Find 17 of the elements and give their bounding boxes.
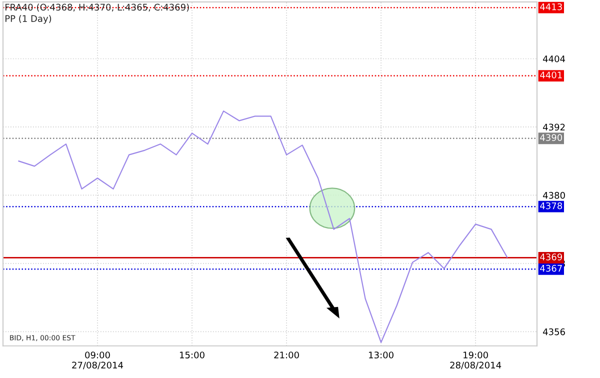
ref-line-label: 4390	[540, 134, 562, 141]
ref-line-label: 4367	[540, 264, 562, 272]
annotation: FRA40 (O:4368, H:4370, L:4365, C:4369)	[5, 4, 189, 12]
x-tick-label: 21:00	[274, 352, 299, 358]
ref-line-label: 4401	[540, 72, 562, 78]
annotation: PP (1 Day)	[5, 14, 52, 24]
y-tick-label: 4392	[542, 124, 565, 131]
y-tick-label: 4356	[542, 328, 565, 336]
ref-line-label: 4413	[540, 3, 562, 10]
x-tick-label: 09:00 27/08/2014	[72, 352, 124, 370]
x-tick-label: 15:00	[180, 352, 204, 358]
y-tick-label: 4380	[542, 192, 565, 199]
x-tick-label: 19:00 28/08/2014	[450, 352, 502, 370]
ref-line-label: 4378	[540, 202, 562, 210]
y-tick-label: 4404	[542, 55, 566, 62]
ref-line-label: 4369	[540, 254, 562, 260]
x-tick-label: 13:00	[369, 352, 394, 358]
